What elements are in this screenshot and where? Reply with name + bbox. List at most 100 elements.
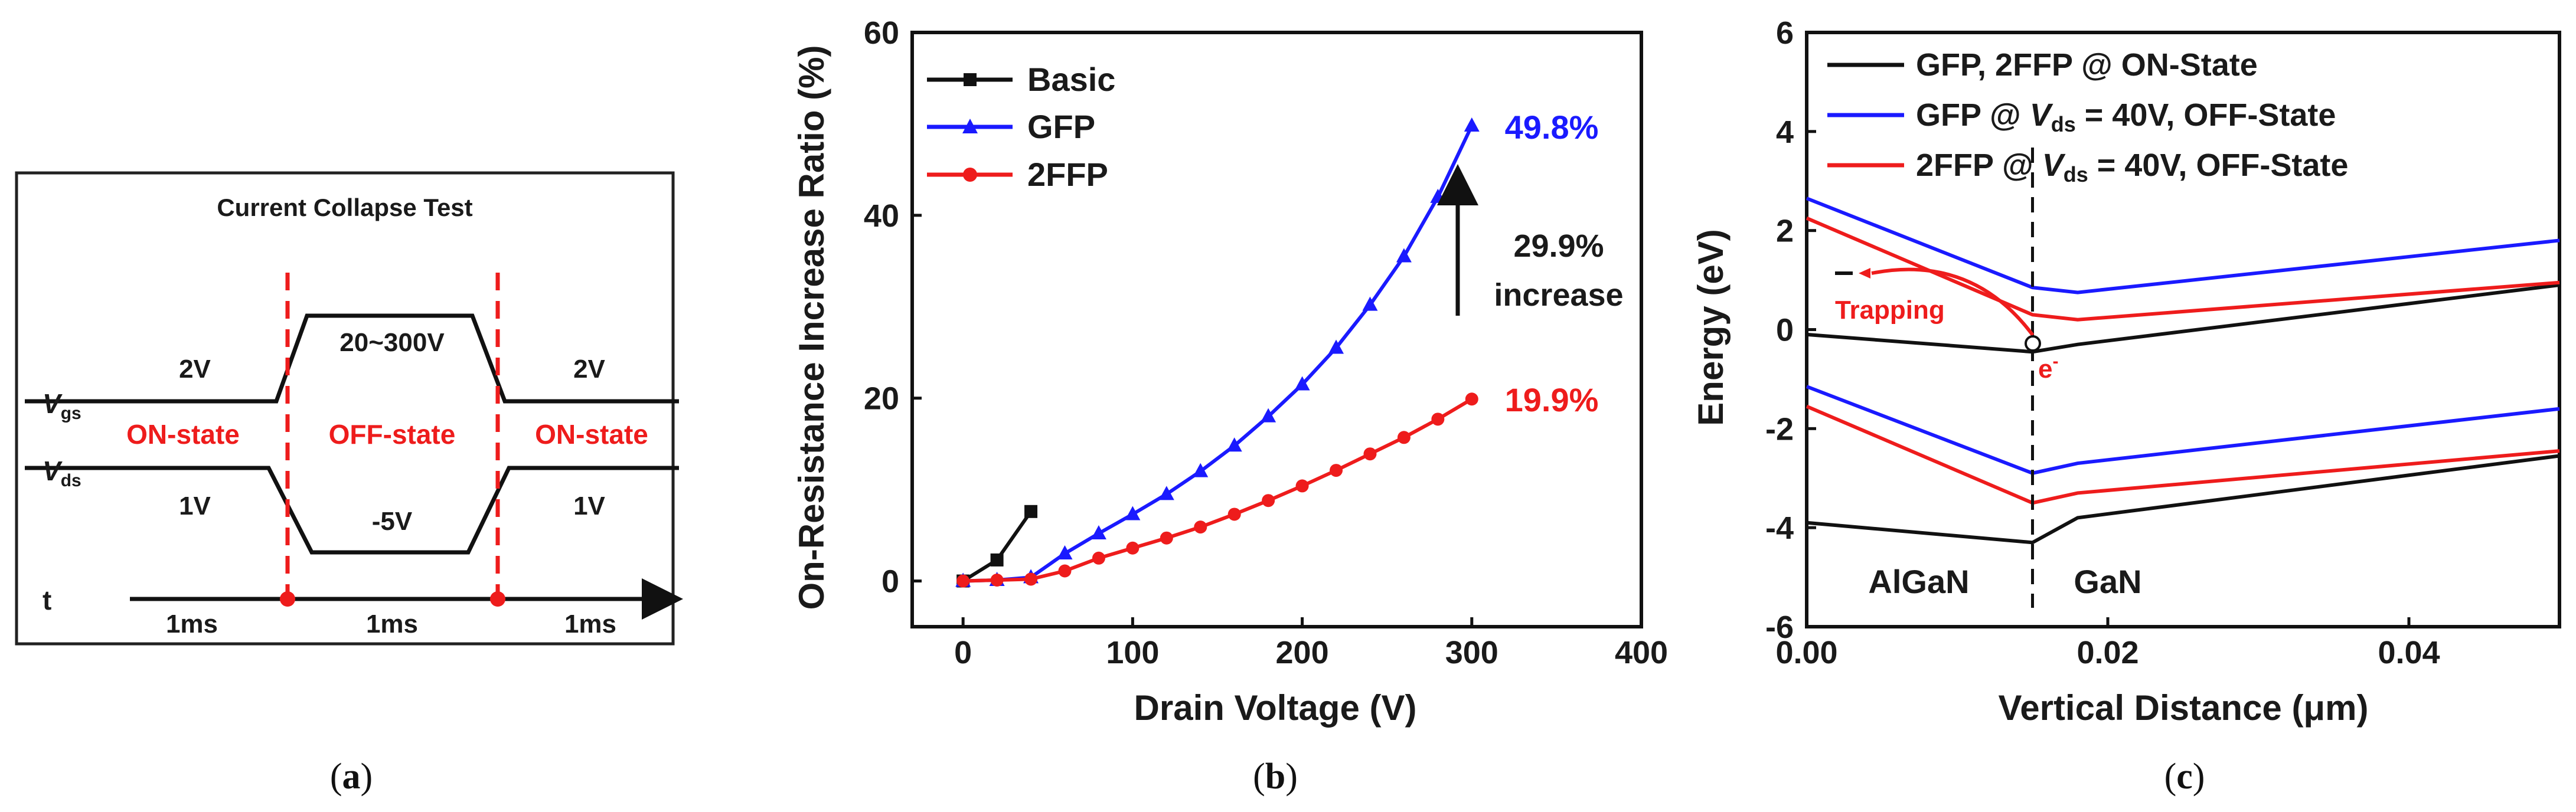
time-segment-3: 1ms bbox=[564, 610, 616, 639]
panel-b-ytick-label: 60 bbox=[864, 15, 899, 51]
legend-label-2ffp-off: 2FFP @ Vds = 40V, OFF-State bbox=[1916, 148, 2348, 186]
panel-b-series bbox=[955, 117, 1480, 588]
panel-c-chart: 0.00 0.02 0.04 -6 -4 -2 0 2 4 6 Vertical Distance… bbox=[1691, 15, 2561, 797]
algan-label: AlGaN bbox=[1868, 563, 1969, 600]
vds-left-level: 1V bbox=[179, 492, 211, 520]
panel-c-xtick-label: 0.00 bbox=[1775, 635, 1837, 670]
data-point-gfp bbox=[1362, 296, 1378, 311]
data-point-gfp bbox=[1396, 248, 1412, 263]
data-point-gfp bbox=[1193, 463, 1209, 477]
legend-marker-2ffp bbox=[963, 168, 977, 182]
legend-label-gfp: GFP bbox=[1027, 108, 1095, 145]
data-point-2ffp bbox=[1363, 447, 1377, 461]
panel-b-ytick-label: 0 bbox=[881, 564, 899, 600]
data-point-2ffp bbox=[1465, 392, 1478, 406]
trapping-label: Trapping bbox=[1835, 296, 1945, 325]
2ffp-end-value: 19.9% bbox=[1505, 381, 1599, 418]
band-line-on-ev bbox=[1806, 454, 2560, 545]
time-marker-left bbox=[280, 591, 295, 607]
data-point-2ffp bbox=[1330, 464, 1343, 477]
data-point-2ffp bbox=[1160, 531, 1173, 545]
legend-marker-basic bbox=[964, 73, 977, 86]
data-point-2ffp bbox=[1126, 541, 1140, 555]
gfp-end-value: 49.8% bbox=[1505, 109, 1599, 146]
data-point-2ffp bbox=[1262, 494, 1275, 508]
panel-b-xtick-label: 100 bbox=[1106, 635, 1159, 670]
difference-label: increase bbox=[1494, 277, 1623, 313]
panel-c-xlabel: Vertical Distance (μm) bbox=[1999, 688, 2369, 728]
vgs-right-level: 2V bbox=[573, 355, 605, 384]
panel-a-timing-diagram: Current Collapse Test Vgs Vds t 2V 2V 1V… bbox=[15, 171, 683, 797]
panel-c-xtick-label: 0.02 bbox=[2077, 635, 2138, 670]
panel-b-chart: 0 100 200 300 400 0 20 40 60 Drain Voltage (V) O… bbox=[792, 15, 1668, 797]
panel-c-ytick-label: 2 bbox=[1776, 214, 1794, 249]
difference-value: 29.9% bbox=[1513, 228, 1604, 264]
panel-c-ytick-label: -6 bbox=[1765, 610, 1794, 645]
vgs-label: Vgs bbox=[43, 388, 81, 423]
data-point-2ffp bbox=[1295, 479, 1309, 493]
legend-label-on-state: GFP, 2FFP @ ON-State bbox=[1916, 47, 2258, 83]
band-line-2ffp-ec bbox=[1806, 216, 2560, 322]
data-point-2ffp bbox=[990, 573, 1004, 587]
off-high-level: 20~300V bbox=[339, 328, 445, 357]
panel-b-axes-frame bbox=[910, 31, 1643, 628]
panel-b-ytick-label: 20 bbox=[864, 381, 899, 417]
panel-b-xtick-label: 300 bbox=[1445, 635, 1498, 670]
panel-b-ticks: 0 100 200 300 400 0 20 40 60 bbox=[864, 15, 1668, 670]
panel-c-ticks: 0.00 0.02 0.04 -6 -4 -2 0 2 4 6 bbox=[1765, 15, 2440, 670]
panel-c-xtick-label: 0.04 bbox=[2378, 635, 2440, 670]
band-line-gfp-ec bbox=[1806, 197, 2560, 294]
data-point-gfp bbox=[1430, 188, 1446, 203]
panel-c-ylabel: Energy (eV) bbox=[1691, 229, 1731, 425]
band-line-2ffp-ev bbox=[1806, 404, 2560, 505]
data-point-gfp bbox=[1091, 525, 1106, 539]
data-point-2ffp bbox=[1431, 412, 1445, 426]
gan-label: GaN bbox=[2074, 563, 2141, 600]
legend-label-gfp-off: GFP @ Vds = 40V, OFF-State bbox=[1916, 97, 2336, 136]
vds-label: Vds bbox=[43, 456, 81, 490]
legend-marker-gfp bbox=[962, 119, 978, 133]
caption-b: (b) bbox=[1253, 757, 1298, 797]
data-point-gfp bbox=[1226, 437, 1242, 452]
vgs-waveform bbox=[25, 313, 679, 404]
on-state-right-label: ON-state bbox=[535, 419, 648, 450]
time-segment-2: 1ms bbox=[366, 610, 418, 639]
band-line-on-ec bbox=[1806, 283, 2560, 354]
panel-c-ytick-label: 4 bbox=[1776, 114, 1794, 150]
data-point-gfp bbox=[1261, 408, 1276, 423]
data-point-2ffp bbox=[1092, 551, 1105, 565]
trapping-arrowhead bbox=[1859, 268, 1870, 279]
vds-waveform bbox=[25, 466, 679, 555]
panel-b-xtick-label: 0 bbox=[954, 635, 972, 670]
data-point-gfp bbox=[1158, 486, 1174, 500]
time-marker-right bbox=[490, 591, 505, 607]
caption-c: (c) bbox=[2164, 757, 2205, 797]
data-point-2ffp bbox=[1024, 572, 1038, 586]
data-point-2ffp bbox=[1397, 431, 1411, 444]
off-low-level: -5V bbox=[372, 507, 413, 536]
panel-b-xlabel: Drain Voltage (V) bbox=[1134, 688, 1417, 728]
data-point-basic bbox=[990, 553, 1004, 567]
panel-b-ylabel: On-Resistance Increase Ratio (%) bbox=[792, 45, 831, 610]
band-line-gfp-ev bbox=[1806, 385, 2560, 475]
electron-marker bbox=[2025, 335, 2041, 352]
panel-c-series bbox=[1806, 197, 2560, 545]
panel-c-ytick-label: -2 bbox=[1765, 411, 1794, 447]
data-point-2ffp bbox=[1058, 564, 1072, 578]
on-state-left-label: ON-state bbox=[126, 419, 240, 450]
series-line-basic bbox=[962, 510, 1033, 583]
data-point-2ffp bbox=[1227, 508, 1241, 521]
series-line-gfp bbox=[963, 125, 1474, 583]
data-point-gfp bbox=[1328, 339, 1344, 354]
panel-a-frame bbox=[15, 171, 675, 646]
data-point-2ffp bbox=[956, 574, 970, 588]
legend-label-basic: Basic bbox=[1027, 61, 1115, 98]
panel-b-legend: Basic GFP 2FFP bbox=[927, 61, 1115, 193]
data-point-gfp bbox=[1057, 545, 1073, 560]
panel-c-ytick-label: -4 bbox=[1765, 510, 1794, 546]
panel-b-ytick-label: 40 bbox=[864, 198, 899, 234]
trapping-path bbox=[1871, 267, 2035, 336]
data-point-gfp bbox=[1294, 376, 1310, 391]
data-point-gfp bbox=[1464, 117, 1480, 132]
